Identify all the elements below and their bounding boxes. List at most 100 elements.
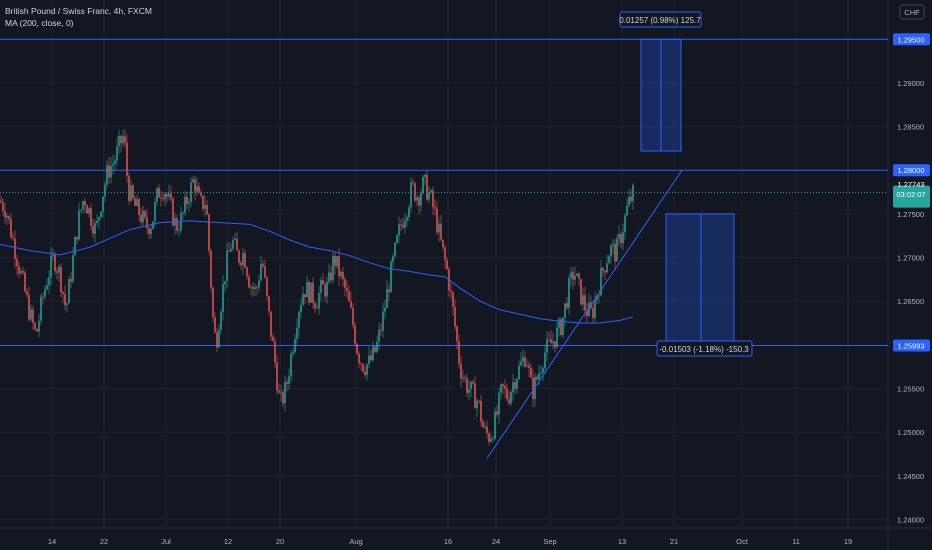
candle-body	[604, 270, 606, 273]
time-axis[interactable]: 14 22 Jul 12 20 Aug 16 24 Sep 13 21 Oct 11 19	[48, 537, 852, 546]
candle-body	[98, 217, 100, 221]
time-tick-label: 13	[618, 537, 626, 546]
candle-body	[140, 214, 142, 223]
candle-body	[398, 224, 400, 236]
candle-body	[350, 301, 352, 308]
candle-body	[82, 201, 84, 210]
candle-body	[556, 327, 558, 348]
candle-body	[446, 260, 448, 270]
price-axis-level-tags: 1.29500 1.28000 1.25993	[893, 33, 930, 352]
candle-body	[124, 136, 126, 143]
candle-body	[370, 355, 372, 361]
candle-body	[420, 193, 422, 206]
candle-body	[540, 372, 542, 374]
candle-body	[2, 202, 4, 211]
candle-body	[22, 271, 24, 273]
candle-body	[340, 272, 342, 277]
candle-body	[444, 247, 446, 261]
candle-body	[568, 277, 570, 308]
candle-body	[226, 250, 228, 282]
candle-body	[164, 194, 166, 200]
candle-body	[250, 287, 252, 288]
last-price-tag	[893, 185, 930, 208]
candle-body	[342, 272, 344, 280]
candle-body	[598, 295, 600, 297]
candle-body	[94, 223, 96, 234]
candle-body	[546, 339, 548, 353]
last-price-value: 1.27743	[897, 180, 924, 189]
candle-body	[602, 267, 604, 271]
candle-body	[184, 196, 186, 213]
candle-body	[106, 165, 108, 185]
candle-body	[96, 220, 98, 224]
indicator-legend: MA (200, close, 0)	[5, 18, 74, 28]
candle-body	[120, 135, 122, 144]
candle-body	[134, 198, 136, 206]
candle-body	[110, 165, 112, 178]
candle-body	[144, 211, 146, 218]
candle-body	[496, 411, 498, 415]
candle-body	[10, 219, 12, 238]
candle-body	[424, 174, 426, 178]
candle-body	[258, 280, 260, 288]
time-tick-label: 21	[670, 537, 678, 546]
candle-body	[6, 215, 8, 218]
time-tick-label: 12	[224, 537, 232, 546]
candle-body	[586, 310, 588, 317]
currency-badge[interactable]	[899, 4, 925, 20]
candle-body	[452, 292, 454, 308]
candle-body	[208, 214, 210, 251]
candle-body	[234, 238, 236, 241]
candle-body	[156, 188, 158, 202]
candle-body	[28, 294, 30, 320]
candle-body	[570, 272, 572, 278]
candle-body	[366, 364, 368, 376]
candle-body	[214, 317, 216, 333]
trend-line[interactable]	[486, 169, 683, 459]
candle-body	[192, 179, 194, 183]
level-tag	[893, 164, 930, 177]
candle-body	[612, 243, 614, 246]
candle-body	[58, 266, 60, 273]
time-tick-label: 14	[48, 537, 56, 546]
candle-body	[190, 182, 192, 203]
candle-body	[176, 218, 178, 231]
candle-body	[38, 320, 40, 332]
candle-body	[102, 196, 104, 212]
candle-body	[494, 411, 496, 439]
candle-body	[488, 433, 490, 442]
candle-body	[386, 289, 388, 308]
candle-body	[206, 204, 208, 215]
candle-body	[24, 272, 26, 292]
candle-body	[162, 198, 164, 200]
candle-body	[210, 250, 212, 289]
candle-body	[432, 190, 434, 208]
time-tick-label: 24	[492, 537, 500, 546]
candle-body	[596, 295, 598, 301]
candle-body	[518, 365, 520, 379]
candle-body	[394, 242, 396, 257]
candle-body	[532, 377, 534, 399]
candle-body	[298, 312, 300, 328]
candle-body	[408, 207, 410, 218]
candle-body	[610, 245, 612, 257]
candle-body	[372, 346, 374, 361]
candle-body	[558, 319, 560, 328]
time-tick-label: 20	[276, 537, 284, 546]
candle-body	[84, 201, 86, 206]
candle-body	[436, 208, 438, 233]
short-position-box[interactable]	[665, 213, 735, 346]
candle-body	[486, 426, 488, 434]
position-tools[interactable]	[640, 38, 735, 346]
candle-body	[256, 287, 258, 288]
candle-body	[440, 223, 442, 240]
candle-body	[458, 341, 460, 364]
price-axis[interactable]: 1.29000 1.28500 1.27500 1.27000 1.26500 1.255…	[897, 79, 924, 525]
candle-body	[508, 399, 510, 404]
candle-body	[280, 392, 282, 394]
candle-body	[572, 272, 574, 280]
level-tag	[893, 339, 930, 352]
candle-body	[362, 363, 364, 372]
candle-body	[502, 384, 504, 387]
